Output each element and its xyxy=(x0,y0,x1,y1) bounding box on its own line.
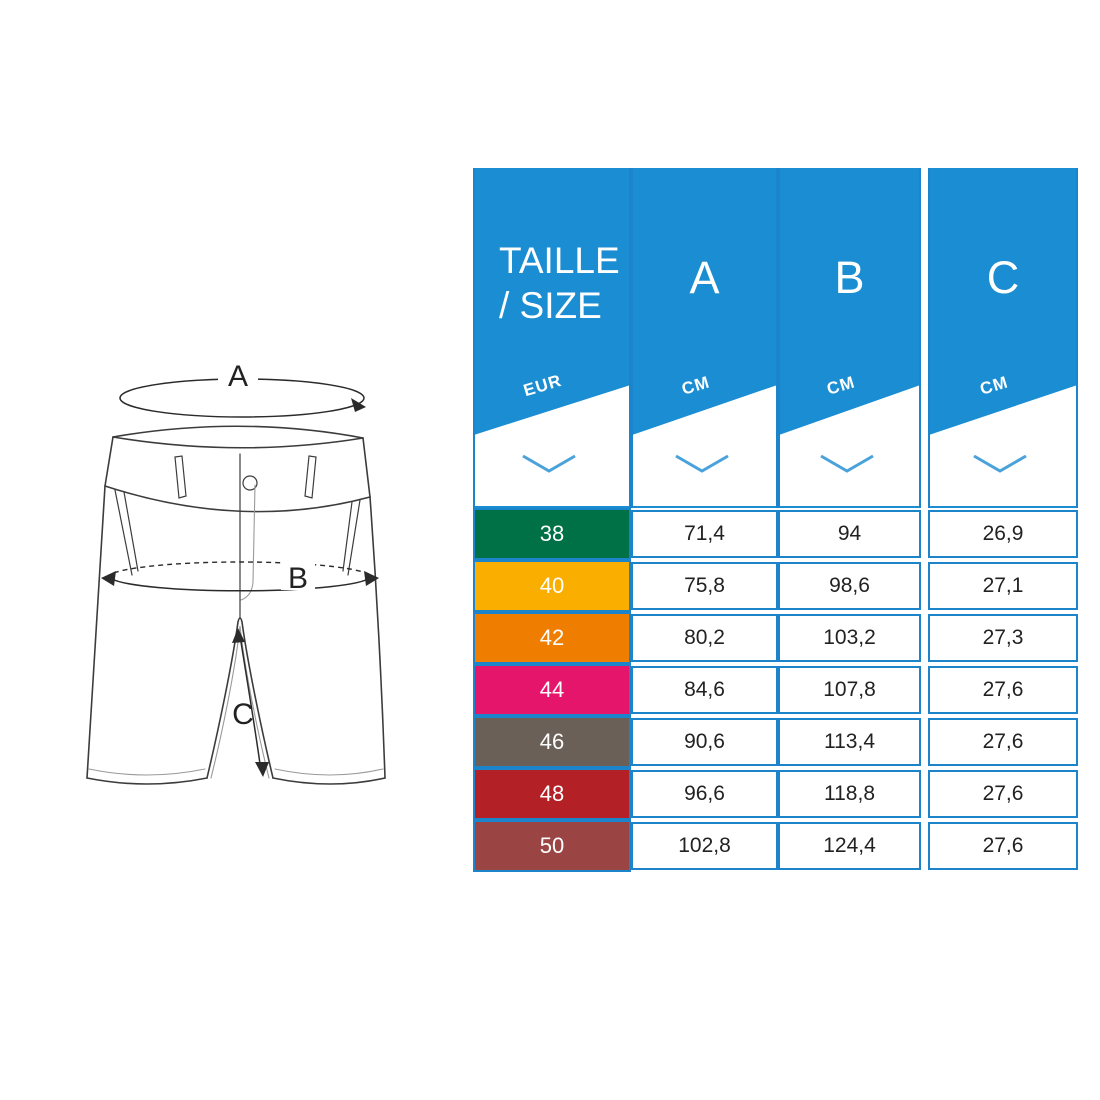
waistband-front-edge xyxy=(112,436,364,449)
value-cell-b-38: 94 xyxy=(778,510,921,558)
column-b-header: B CM xyxy=(778,168,921,508)
column-a-label: A xyxy=(689,252,720,303)
inseam-label: C xyxy=(232,698,254,731)
crotch-inseam xyxy=(206,617,274,779)
size-column-body: 38 40 42 44 46 48 50 xyxy=(473,508,631,872)
value-cell-a-42: 80,2 xyxy=(631,614,778,662)
inseam-arrowhead-bottom xyxy=(255,762,269,777)
value-cell-c-44: 27,6 xyxy=(928,666,1078,714)
belt-loop-right xyxy=(304,455,317,499)
inseam-measure-line xyxy=(240,641,261,765)
size-cell-50: 50 xyxy=(475,822,629,870)
waistband-left-edge xyxy=(104,436,114,487)
pocket-left xyxy=(114,489,139,576)
column-a: A CM 71,4 75,8 80,2 84,6 90,6 96,6 102,8 xyxy=(631,168,778,870)
right-hem xyxy=(272,777,386,785)
value-cell-c-40: 27,1 xyxy=(928,562,1078,610)
waistband-bottom xyxy=(104,485,371,513)
value-cell-c-42: 27,3 xyxy=(928,614,1078,662)
size-column: TAILLE / SIZE EUR 38 40 42 44 46 48 50 xyxy=(473,168,631,872)
left-hem xyxy=(86,777,208,785)
hip-arrowhead-left xyxy=(101,571,116,586)
hip-measure-solid xyxy=(111,578,369,592)
size-table: TAILLE / SIZE EUR 38 40 42 44 46 48 50 A CM 71,… xyxy=(473,168,1078,872)
pocket-right xyxy=(342,499,361,576)
value-cell-a-44: 84,6 xyxy=(631,666,778,714)
waist-arrowhead xyxy=(351,398,366,412)
size-column-header: TAILLE / SIZE EUR xyxy=(473,168,631,508)
value-cell-a-48: 96,6 xyxy=(631,770,778,818)
value-cell-b-48: 118,8 xyxy=(778,770,921,818)
column-a-header: A CM xyxy=(631,168,778,508)
column-c: C CM 26,9 27,1 27,3 27,6 27,6 27,6 27,6 xyxy=(928,168,1078,870)
column-a-body: 71,4 75,8 80,2 84,6 90,6 96,6 102,8 xyxy=(631,510,778,870)
right-hem-stitch xyxy=(274,768,384,776)
chevron-down-icon xyxy=(973,454,1027,473)
right-outer-seam xyxy=(369,496,386,779)
size-cell-40: 40 xyxy=(475,562,629,610)
value-cell-a-50: 102,8 xyxy=(631,822,778,870)
column-c-label: C xyxy=(986,252,1020,303)
column-b-label: B xyxy=(834,252,865,303)
table-title-line1: TAILLE xyxy=(499,240,620,281)
column-b: B CM 94 98,6 103,2 107,8 113,4 118,8 124,4 xyxy=(778,168,921,870)
column-c-body: 26,9 27,1 27,3 27,6 27,6 27,6 27,6 xyxy=(928,510,1078,870)
left-outer-seam xyxy=(86,485,106,779)
waist-label: A xyxy=(228,360,248,393)
hip-label-mask xyxy=(281,556,315,590)
hip-label: B xyxy=(288,562,308,595)
value-cell-c-48: 27,6 xyxy=(928,770,1078,818)
size-cell-48: 48 xyxy=(475,770,629,818)
inseam-arrowhead-top xyxy=(232,628,245,643)
value-cell-b-42: 103,2 xyxy=(778,614,921,662)
column-b-body: 94 98,6 103,2 107,8 113,4 118,8 124,4 xyxy=(778,510,921,870)
waist-label-mask xyxy=(218,360,258,388)
size-cell-42: 42 xyxy=(475,614,629,662)
value-cell-b-44: 107,8 xyxy=(778,666,921,714)
chevron-down-icon xyxy=(674,454,729,473)
size-cell-44: 44 xyxy=(475,666,629,714)
column-c-header: C CM xyxy=(928,168,1078,508)
table-title: TAILLE / SIZE xyxy=(499,238,620,328)
value-cell-c-50: 27,6 xyxy=(928,822,1078,870)
belt-loop-left xyxy=(174,455,187,499)
waistband-back-rim xyxy=(112,425,364,439)
hip-arrowhead-right xyxy=(364,571,379,586)
value-cell-b-40: 98,6 xyxy=(778,562,921,610)
shorts-measurement-diagram: A B C xyxy=(86,360,386,785)
size-cell-46: 46 xyxy=(475,718,629,766)
chevron-down-icon xyxy=(522,454,576,473)
value-cell-a-46: 90,6 xyxy=(631,718,778,766)
crotch-inseam-stitch xyxy=(210,625,270,779)
value-cell-b-50: 124,4 xyxy=(778,822,921,870)
value-cell-a-38: 71,4 xyxy=(631,510,778,558)
button xyxy=(242,475,258,491)
size-cell-38: 38 xyxy=(475,510,629,558)
waistband-right-edge xyxy=(362,437,371,498)
value-cell-b-46: 113,4 xyxy=(778,718,921,766)
value-cell-c-46: 27,6 xyxy=(928,718,1078,766)
table-title-line2: / SIZE xyxy=(499,285,602,326)
value-cell-c-38: 26,9 xyxy=(928,510,1078,558)
left-hem-stitch xyxy=(88,768,206,776)
hip-measure-dashed xyxy=(106,561,374,579)
value-cell-a-40: 75,8 xyxy=(631,562,778,610)
chevron-down-icon xyxy=(819,454,874,473)
fly-stitch-line xyxy=(240,484,256,601)
